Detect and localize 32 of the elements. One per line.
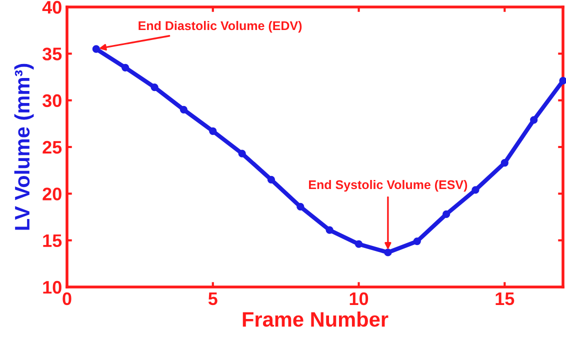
y-tick-label: 25 bbox=[42, 140, 62, 154]
x-axis-title: Frame Number bbox=[242, 311, 388, 327]
point bbox=[150, 83, 158, 92]
point bbox=[209, 127, 217, 135]
point bbox=[413, 237, 421, 246]
point bbox=[238, 150, 246, 158]
y-tick-label: 30 bbox=[42, 94, 62, 108]
y-tick-label: 10 bbox=[43, 280, 62, 294]
point bbox=[122, 64, 130, 72]
y-tick-label: 20 bbox=[42, 188, 62, 200]
point bbox=[92, 45, 100, 53]
point bbox=[384, 248, 392, 256]
annotation: End Diastolic Volume (EDV) bbox=[138, 20, 302, 33]
point bbox=[559, 76, 566, 85]
y-tick-label: 15 bbox=[43, 234, 62, 248]
point bbox=[442, 210, 450, 218]
x-tick-label: 5 bbox=[208, 292, 218, 306]
point bbox=[354, 240, 363, 248]
y-axis-title: LV Volume (mm³) bbox=[14, 64, 34, 230]
annotation: End Systolic Volume (ESV) bbox=[309, 180, 468, 192]
y-tick-label: 40 bbox=[42, 0, 62, 14]
x-tick-label: 15 bbox=[496, 292, 514, 306]
point bbox=[500, 159, 508, 167]
y-tick-label: 35 bbox=[42, 48, 62, 60]
x-tick-label: 0 bbox=[62, 292, 72, 306]
point bbox=[472, 186, 480, 194]
point bbox=[326, 226, 334, 234]
point bbox=[180, 106, 188, 114]
point bbox=[530, 116, 538, 124]
point bbox=[296, 202, 304, 211]
x-tick-label: 10 bbox=[350, 292, 368, 306]
point bbox=[267, 176, 276, 184]
